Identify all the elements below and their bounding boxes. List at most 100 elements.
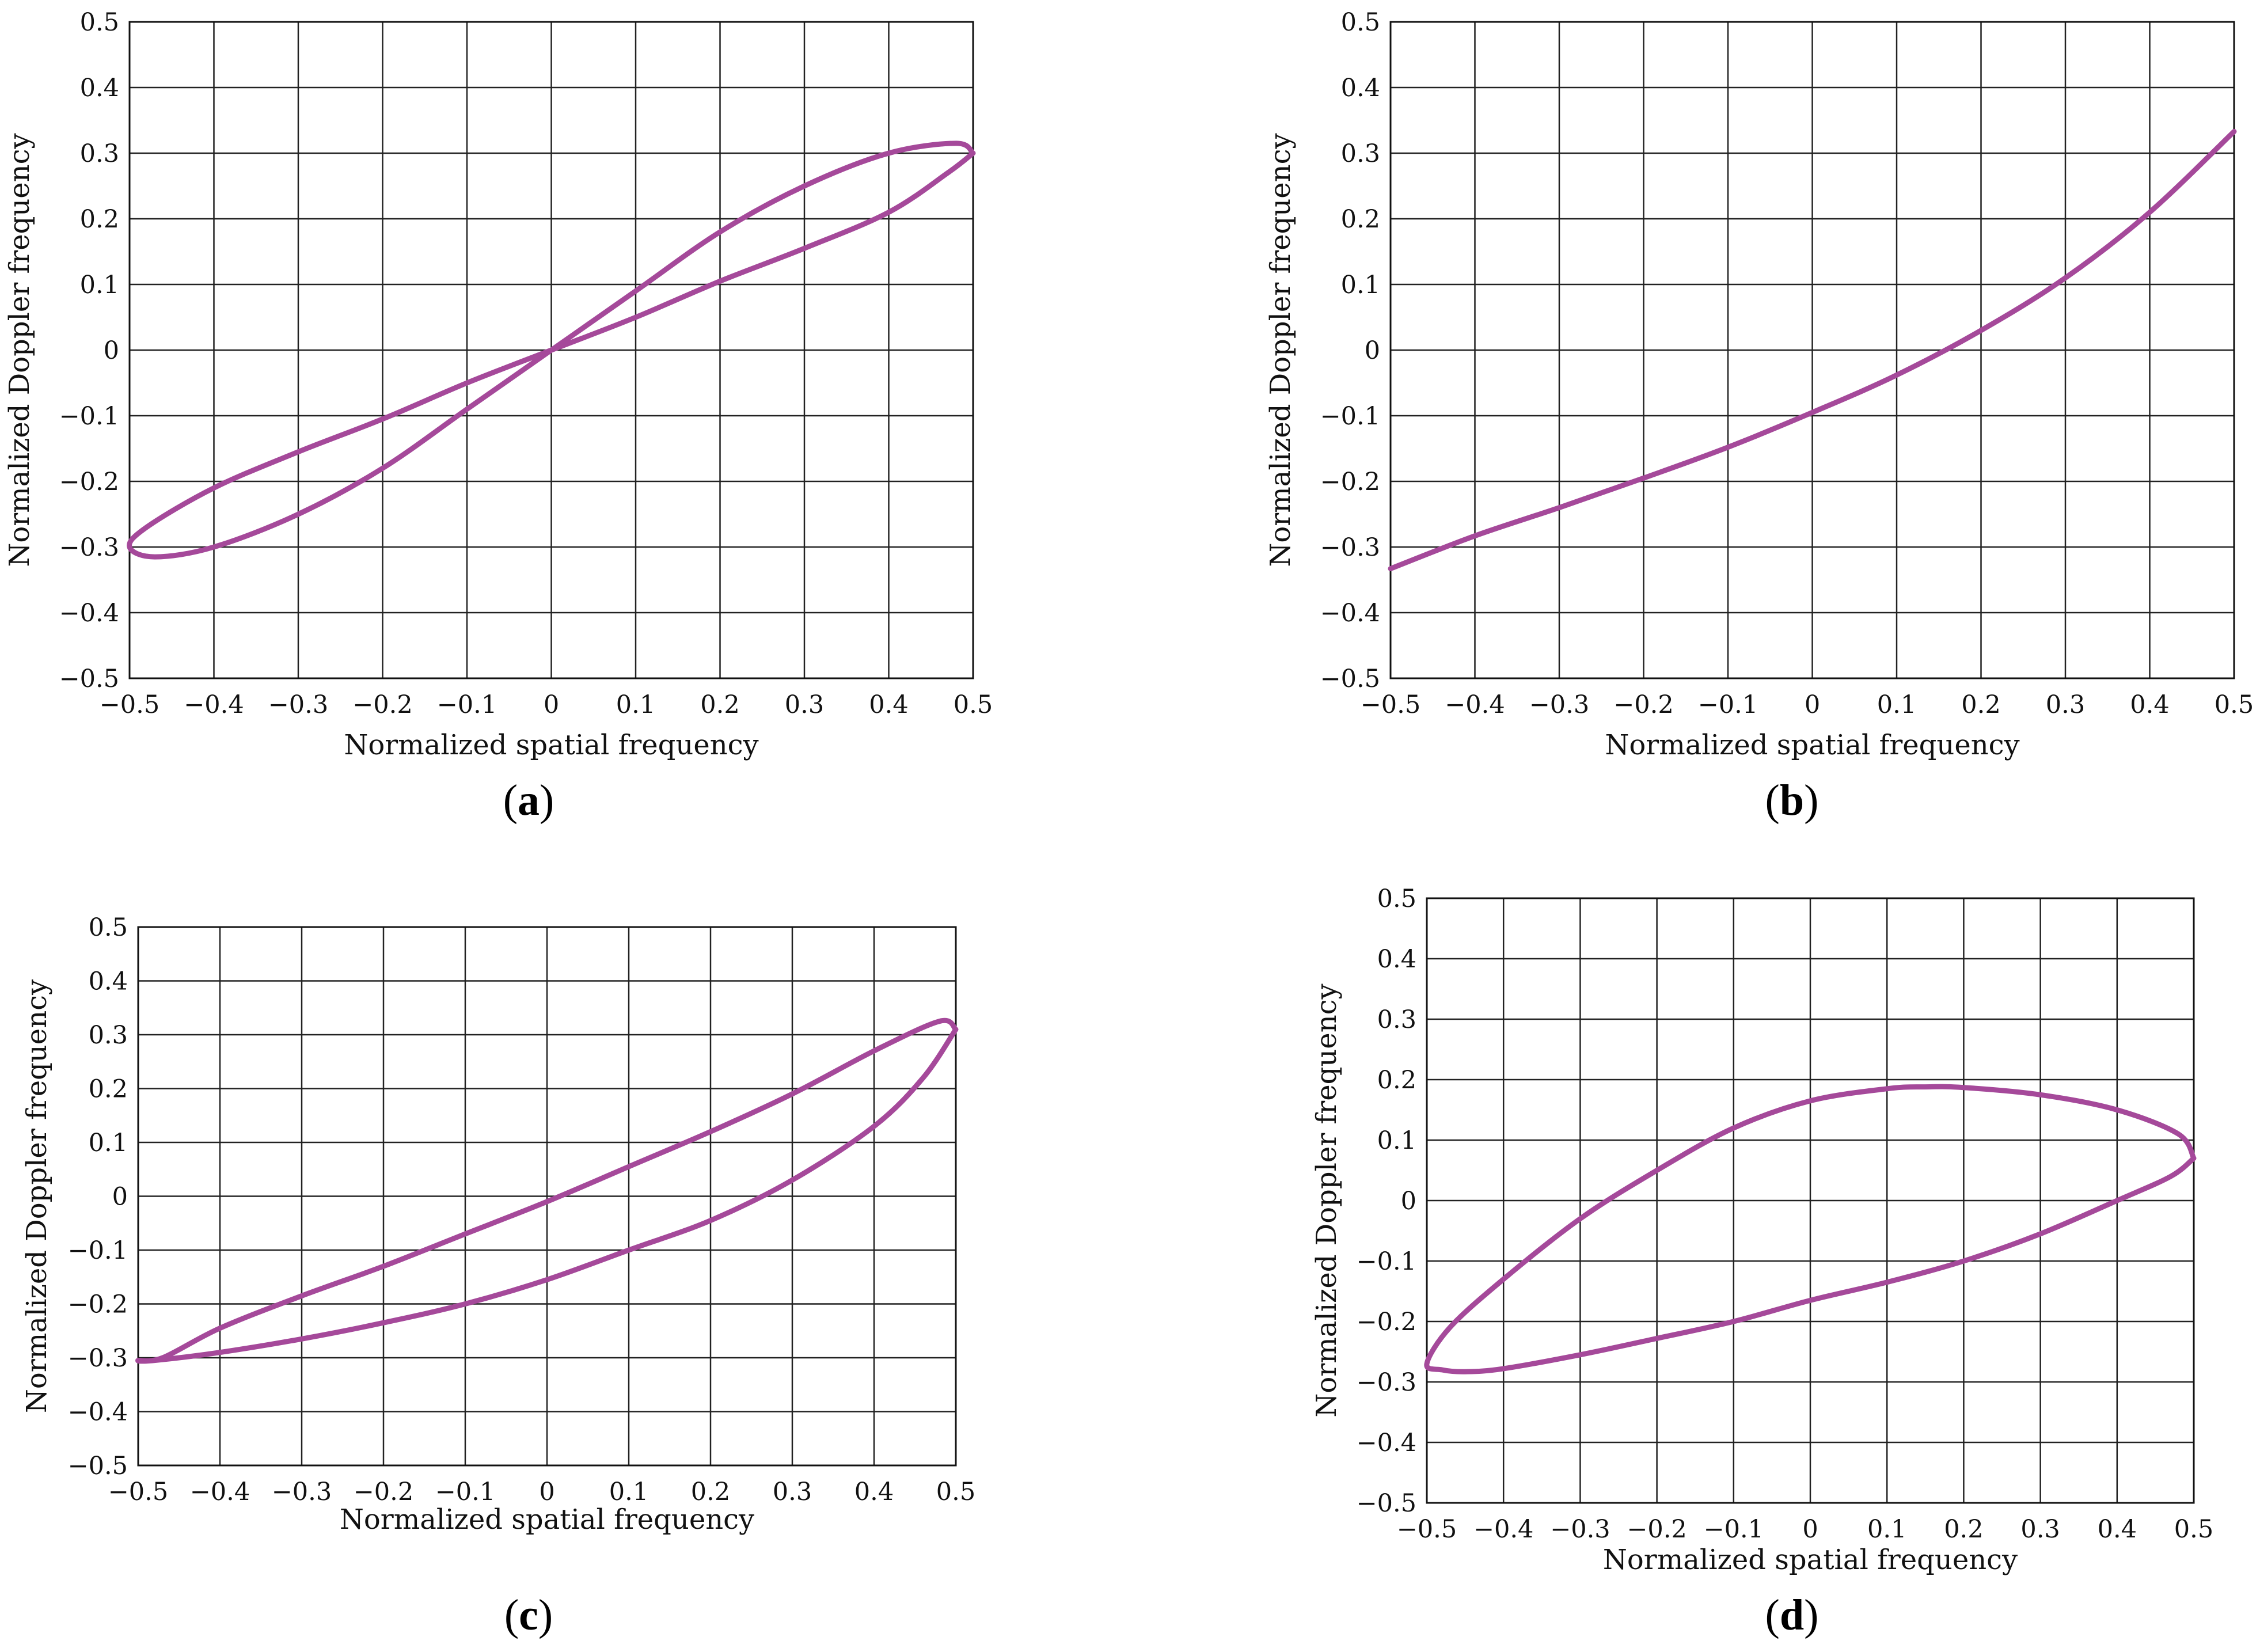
x-tick-label: 0.4	[2098, 1515, 2137, 1544]
x-tick-label: −0.4	[1473, 1515, 1533, 1544]
y-axis-label: Normalized Doppler frequency	[3, 133, 36, 567]
y-tick-label: 0.5	[1341, 8, 1380, 37]
x-tick-label: −0.2	[1627, 1515, 1687, 1544]
x-tick-label: 0.3	[773, 1478, 812, 1506]
y-tick-label: −0.2	[59, 468, 119, 496]
chart-panel-a: −0.5 −0.4 −0.3 −0.2 −0.1 0 0.1 0.2 0.3 0.4 0.5 0.5 0…	[3, 8, 993, 825]
x-tick-label: 0.1	[609, 1478, 648, 1506]
x-tick-label: −0.5	[108, 1478, 168, 1506]
y-tick-label: 0.3	[89, 1021, 128, 1050]
x-tick-label: −0.2	[1613, 690, 1673, 719]
x-axis-label: Normalized spatial frequency	[1605, 729, 2019, 761]
y-tick-label: 0.4	[89, 967, 128, 996]
x-tick-label: −0.5	[1397, 1515, 1457, 1544]
x-tick-label: −0.1	[1704, 1515, 1764, 1544]
x-tick-label: 0.3	[2020, 1515, 2060, 1544]
y-tick-label: 0.5	[1377, 884, 1416, 913]
y-tick-label: −0.5	[1320, 664, 1380, 693]
y-tick-label: 0.3	[1341, 139, 1380, 168]
x-tick-label: 0	[544, 690, 559, 719]
panel-caption-letter: c	[519, 1591, 538, 1639]
y-tick-label: −0.3	[68, 1344, 128, 1373]
x-tick-label: 0.5	[936, 1478, 975, 1506]
panel-caption: (a)	[503, 776, 554, 825]
y-tick-label: 0	[1401, 1187, 1416, 1216]
y-tick-label: 0.2	[1341, 205, 1380, 234]
x-tick-label: 0.2	[1944, 1515, 1983, 1544]
y-tick-label: 0.2	[1377, 1066, 1416, 1095]
chart-panel-b: −0.5 −0.4 −0.3 −0.2 −0.1 0 0.1 0.2 0.3 0.4 0.5 0.5 0…	[1264, 8, 2254, 825]
x-tick-label: 0.1	[1877, 690, 1916, 719]
y-tick-label: −0.1	[59, 402, 119, 431]
y-tick-label: −0.4	[59, 599, 119, 628]
chart-panel-c: −0.5 −0.4 −0.3 −0.2 −0.1 0 0.1 0.2 0.3 0.4 0.5 0.5 0…	[21, 913, 975, 1639]
x-axis-label: Normalized spatial frequency	[340, 1503, 754, 1536]
y-tick-label: 0.2	[80, 205, 119, 234]
y-tick-label: 0.5	[80, 8, 119, 37]
y-tick-label: 0.5	[89, 913, 128, 942]
y-tick-label: 0.4	[1341, 74, 1380, 102]
panel-caption-letter: b	[1780, 776, 1804, 825]
x-tick-label: −0.4	[184, 690, 244, 719]
y-tick-label: 0.4	[1377, 945, 1416, 974]
x-tick-label: 0.1	[616, 690, 655, 719]
y-tick-label: −0.3	[1357, 1368, 1416, 1397]
panel-caption: (b)	[1765, 776, 1819, 825]
y-tick-label: −0.4	[68, 1398, 128, 1427]
x-tick-label: −0.3	[1550, 1515, 1610, 1544]
x-tick-label: 0	[1805, 690, 1820, 719]
x-tick-label: −0.4	[190, 1478, 250, 1506]
y-tick-label: −0.2	[68, 1290, 128, 1319]
x-tick-label: 0.3	[785, 690, 824, 719]
x-tick-label: −0.4	[1445, 690, 1505, 719]
x-tick-label: 0.2	[691, 1478, 730, 1506]
x-tick-label: 0.5	[2215, 690, 2254, 719]
x-tick-label: 0.5	[2174, 1515, 2213, 1544]
y-tick-label: −0.1	[1320, 402, 1380, 431]
x-tick-label: 0.4	[869, 690, 908, 719]
x-tick-label: 0	[1802, 1515, 1818, 1544]
plot-frame	[1389, 21, 2235, 679]
y-tick-label: −0.3	[59, 533, 119, 562]
x-tick-label: −0.1	[1698, 690, 1758, 719]
y-tick-label: −0.2	[1357, 1308, 1416, 1336]
chart-panel-d: −0.5 −0.4 −0.3 −0.2 −0.1 0 0.1 0.2 0.3 0.4 0.5 0.5 0…	[1311, 884, 2213, 1639]
y-tick-label: 0.2	[89, 1075, 128, 1104]
y-tick-label: −0.1	[68, 1236, 128, 1265]
y-tick-label: 0	[112, 1183, 128, 1212]
x-tick-label: −0.1	[437, 690, 497, 719]
y-tick-label: 0.1	[89, 1129, 128, 1157]
y-tick-label: −0.5	[59, 664, 119, 693]
panel-caption: (c)	[504, 1591, 553, 1639]
y-tick-label: −0.4	[1320, 599, 1380, 628]
x-tick-label: 0.2	[700, 690, 739, 719]
x-tick-label: −0.5	[1361, 690, 1420, 719]
plot-frame	[128, 21, 974, 679]
y-tick-label: −0.2	[1320, 468, 1380, 496]
x-tick-label: 0.4	[854, 1478, 894, 1506]
x-tick-label: 0.3	[2046, 690, 2085, 719]
plot-frame	[1426, 897, 2195, 1504]
y-axis-label: Normalized Doppler frequency	[1311, 983, 1343, 1417]
x-tick-label: −0.3	[1529, 690, 1589, 719]
y-tick-label: 0.4	[80, 74, 119, 102]
x-tick-label: 0.1	[1867, 1515, 1906, 1544]
y-tick-label: −0.5	[1357, 1489, 1416, 1518]
x-tick-label: −0.2	[354, 1478, 413, 1506]
data-series-line	[1424, 1084, 2197, 1374]
panel-caption: (d)	[1765, 1591, 1819, 1639]
y-tick-label: 0	[104, 336, 119, 365]
x-tick-label: −0.5	[100, 690, 159, 719]
y-tick-label: 0.3	[1377, 1005, 1416, 1034]
y-axis-label: Normalized Doppler frequency	[1264, 133, 1297, 567]
x-tick-label: −0.1	[435, 1478, 495, 1506]
data-series-line	[1388, 128, 2237, 572]
y-tick-label: −0.4	[1357, 1429, 1416, 1457]
x-tick-label: 0.4	[2130, 690, 2169, 719]
y-tick-label: −0.1	[1357, 1247, 1416, 1276]
y-tick-label: 0.1	[80, 271, 119, 299]
plot-frame	[137, 926, 957, 1467]
x-tick-label: −0.3	[272, 1478, 332, 1506]
x-tick-label: 0.2	[1961, 690, 2000, 719]
y-axis-label: Normalized Doppler frequency	[21, 979, 53, 1413]
